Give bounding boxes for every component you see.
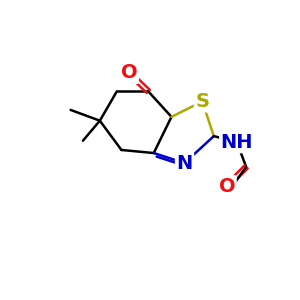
Text: O: O: [121, 64, 137, 83]
Text: O: O: [219, 177, 235, 196]
Text: NH: NH: [221, 133, 253, 152]
Text: N: N: [176, 154, 193, 172]
Text: S: S: [195, 92, 209, 111]
